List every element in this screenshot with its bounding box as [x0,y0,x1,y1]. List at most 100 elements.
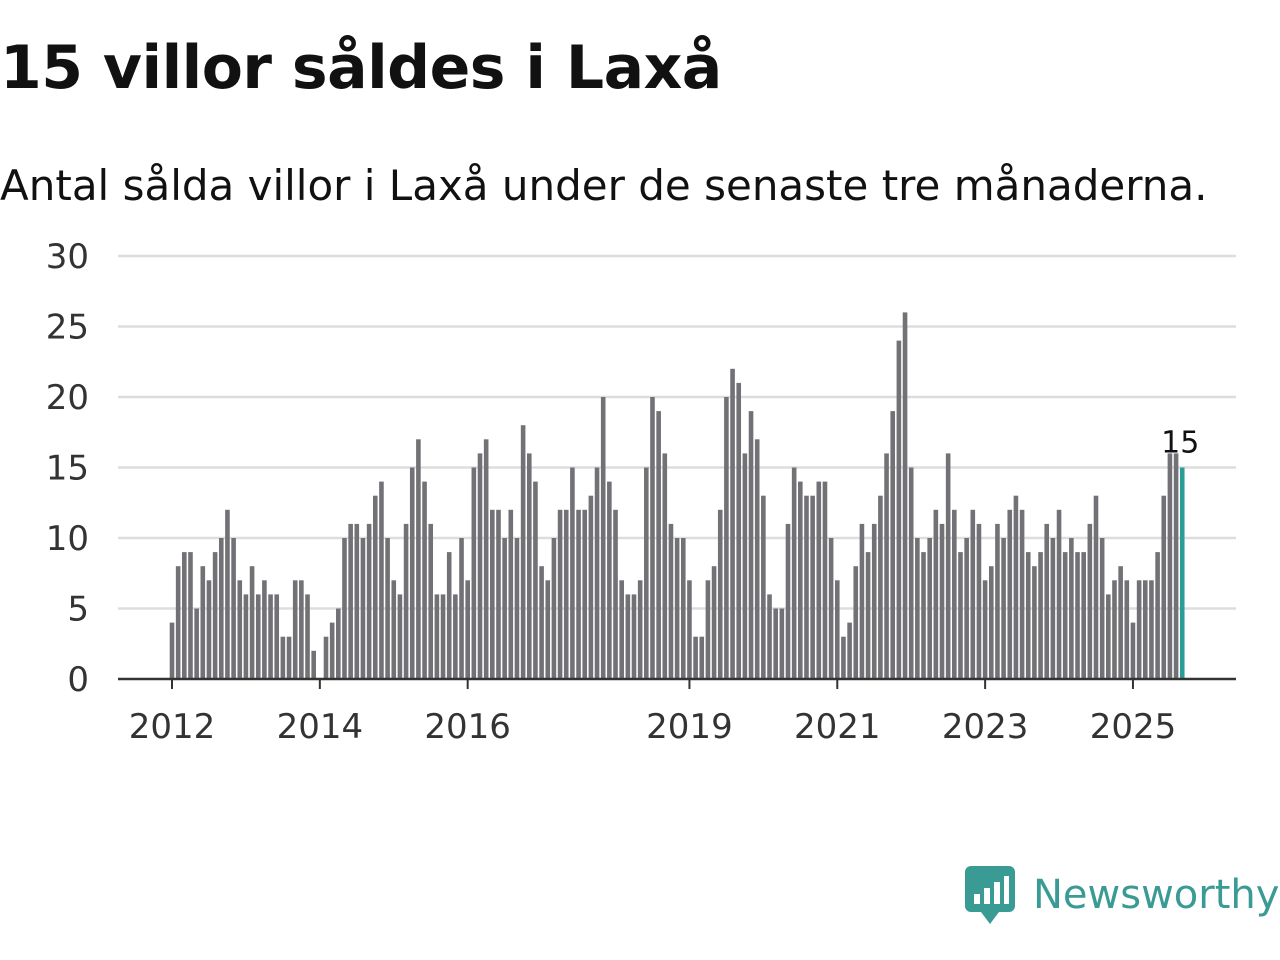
bar [483,439,489,679]
bar [779,608,785,679]
bar [1136,580,1142,679]
bar [372,495,378,679]
bar [305,594,310,679]
bar [945,453,951,679]
bar [422,481,427,679]
bar [465,580,470,679]
bar [397,594,403,679]
bar [1161,495,1167,679]
bar [742,453,748,679]
bar [231,538,236,679]
x-tick-label: 2025 [1090,707,1177,747]
bar [736,382,742,679]
bar [1112,580,1117,679]
bar [1069,538,1074,679]
bar [182,552,187,679]
bar [674,538,680,679]
bar [200,566,206,679]
bar [1013,495,1019,679]
bar [175,566,181,679]
bar [194,608,199,679]
bar [391,580,397,679]
bar [619,580,624,679]
bar [299,580,304,679]
bar [403,523,409,679]
bar [939,523,945,679]
bar [459,538,464,679]
bar-highlight [1179,467,1185,679]
chart-subtitle: Antal sålda villor i Laxå under de senas… [0,161,1208,210]
bar [582,509,588,679]
bar [767,594,772,679]
bar [699,636,705,679]
bar [1081,552,1086,679]
bar [631,594,637,679]
bar [865,552,871,679]
bar [822,481,828,679]
bar [508,509,514,679]
bar [1099,538,1105,679]
chart-title: 15 villor såldes i Laxå [0,33,722,103]
y-tick-label: 30 [46,237,89,277]
bar [594,467,600,679]
bar [773,608,778,679]
bar [1093,495,1099,679]
bar [1019,509,1025,679]
bar [1007,509,1013,679]
bar [859,523,865,679]
bar [600,397,606,679]
bar [970,509,976,679]
x-axis: 2012 2014 2016 2019 2021 2023 2025 [118,677,1236,747]
y-tick-label: 5 [67,590,89,630]
bar [921,552,926,679]
bar [409,467,415,679]
bar [360,538,366,679]
bar [1032,566,1037,679]
bar [1124,580,1130,679]
bar [902,312,908,679]
bar [730,368,735,679]
bar [354,523,360,679]
bar [255,594,261,679]
bar [1075,552,1080,679]
bar [551,538,557,679]
bar [1106,594,1111,679]
bar [828,538,834,679]
brand: Newsworthy [965,866,1279,924]
bar [908,467,914,679]
bar [243,594,249,679]
y-tick-label: 20 [46,378,89,418]
bar [680,538,686,679]
bar [323,636,329,679]
bar [336,608,341,679]
bar [1118,566,1123,679]
bar [428,523,434,679]
bar [656,411,661,679]
y-tick-label: 0 [67,660,89,700]
bar [274,594,280,679]
bar [280,636,286,679]
bar [1087,523,1093,679]
bar [225,509,230,679]
bar [237,580,243,679]
bar [976,523,982,679]
bar [748,411,754,679]
bar [964,538,969,679]
bar [311,650,316,679]
bar [249,566,255,679]
bar [724,397,729,679]
bar [810,495,815,679]
bar [292,580,298,679]
bar [982,580,988,679]
bar [218,538,224,679]
x-tick-label: 2016 [424,707,511,747]
bar [490,509,495,679]
bar [169,622,175,679]
bar [1167,453,1173,679]
bar [754,439,760,679]
bar [804,495,809,679]
bar [1025,552,1031,679]
bar [453,594,458,679]
x-tick-label: 2014 [277,707,364,747]
